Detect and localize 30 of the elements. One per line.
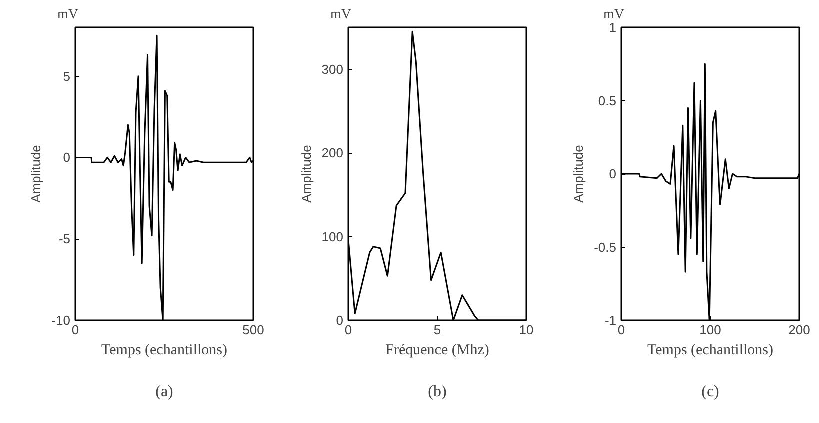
y-tick-label: 5	[63, 68, 71, 84]
y-axis-title: Amplitude	[28, 145, 44, 203]
x-axis-title: Fréquence (Mhz)	[386, 342, 490, 358]
y-tick-label: 1	[609, 20, 617, 35]
x-axis-title: Temps (echantillons)	[102, 342, 228, 358]
x-tick-label: 10	[519, 322, 534, 338]
x-tick-label: 100	[700, 322, 722, 338]
y-axis-title: Amplitude	[571, 145, 586, 203]
y-tick-label: 0.5	[598, 93, 617, 108]
y-tick-label: 0	[609, 166, 617, 182]
chart-subtitle: mV	[58, 8, 78, 22]
x-axis-title: Temps (echantillons)	[648, 342, 774, 358]
chart-subtitle: mV	[330, 8, 352, 22]
y-tick-label: -1	[604, 313, 617, 328]
y-tick-label: -10	[52, 313, 71, 328]
x-tick-label: 200	[788, 322, 810, 338]
chart-subtitle: mV	[604, 8, 624, 22]
x-tick-label: 500	[242, 322, 264, 338]
text: (b)	[428, 384, 447, 400]
text: (c)	[702, 384, 720, 400]
text: (a)	[156, 384, 174, 400]
y-tick-label: -5	[58, 232, 71, 247]
y-tick-label: 100	[322, 229, 344, 244]
y-axis-title: Amplitude	[298, 145, 314, 203]
y-tick-label: 200	[322, 146, 344, 161]
y-tick-label: 0	[63, 150, 71, 166]
x-tick-label: 5	[434, 322, 442, 338]
y-tick-label: 300	[322, 62, 344, 77]
y-tick-label: 0	[336, 313, 344, 328]
y-tick-label: -0.5	[594, 240, 617, 255]
